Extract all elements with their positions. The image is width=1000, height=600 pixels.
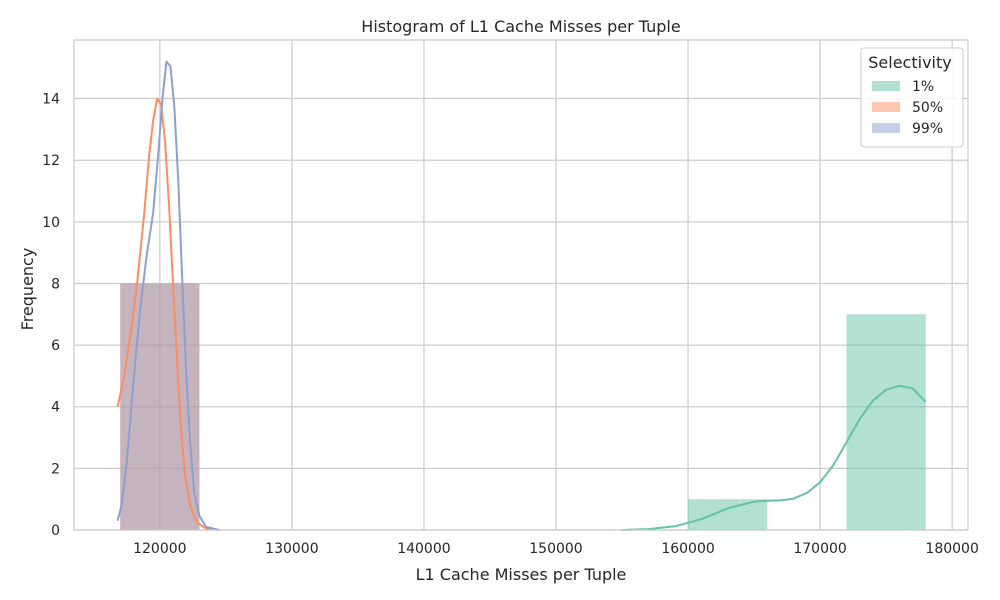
histogram-bar — [846, 314, 926, 530]
histogram-bars — [120, 283, 926, 530]
y-tick-label: 2 — [51, 461, 60, 477]
kde-line — [116, 97, 220, 531]
y-tick-label: 8 — [51, 276, 60, 292]
y-tick-label: 14 — [42, 92, 60, 108]
chart-title: Histogram of L1 Cache Misses per Tuple — [361, 17, 680, 36]
x-tick-label: 180000 — [925, 541, 978, 557]
legend-title: Selectivity — [868, 53, 951, 72]
legend-swatch — [872, 123, 900, 133]
x-tick-label: 120000 — [133, 541, 186, 557]
x-axis-title: L1 Cache Misses per Tuple — [416, 565, 627, 584]
y-tick-label: 0 — [51, 523, 60, 539]
x-tick-label: 140000 — [397, 541, 450, 557]
y-tick-label: 12 — [42, 153, 60, 169]
kde-curves — [116, 60, 927, 531]
histogram-bar — [120, 283, 200, 530]
y-tick-label: 10 — [42, 215, 60, 231]
x-tick-label: 150000 — [529, 541, 582, 557]
plot-frame — [73, 39, 969, 531]
legend-label: 1% — [912, 79, 934, 95]
x-tick-label: 160000 — [661, 541, 714, 557]
legend[interactable]: Selectivity 1% 50% 99% — [860, 47, 964, 148]
kde-line — [621, 384, 927, 531]
y-tick-label: 4 — [51, 400, 60, 416]
x-tick-label: 130000 — [265, 541, 318, 557]
legend-swatch — [872, 102, 900, 112]
x-axis-ticks: 120000 130000 140000 150000 160000 170000 1800… — [133, 541, 979, 557]
y-tick-label: 6 — [51, 338, 60, 354]
legend-item[interactable]: 99% — [872, 121, 943, 137]
legend-item[interactable]: 1% — [872, 79, 934, 95]
kde-line — [116, 60, 220, 531]
legend-swatch — [872, 81, 900, 91]
legend-label: 50% — [912, 100, 943, 116]
histogram-bar — [688, 499, 768, 530]
y-axis-title: Frequency — [18, 248, 37, 331]
y-axis-ticks: 0 2 4 6 8 10 12 14 — [42, 92, 60, 539]
legend-label: 99% — [912, 121, 943, 137]
legend-item[interactable]: 50% — [872, 100, 943, 116]
x-tick-label: 170000 — [793, 541, 846, 557]
legend-box — [860, 47, 964, 148]
